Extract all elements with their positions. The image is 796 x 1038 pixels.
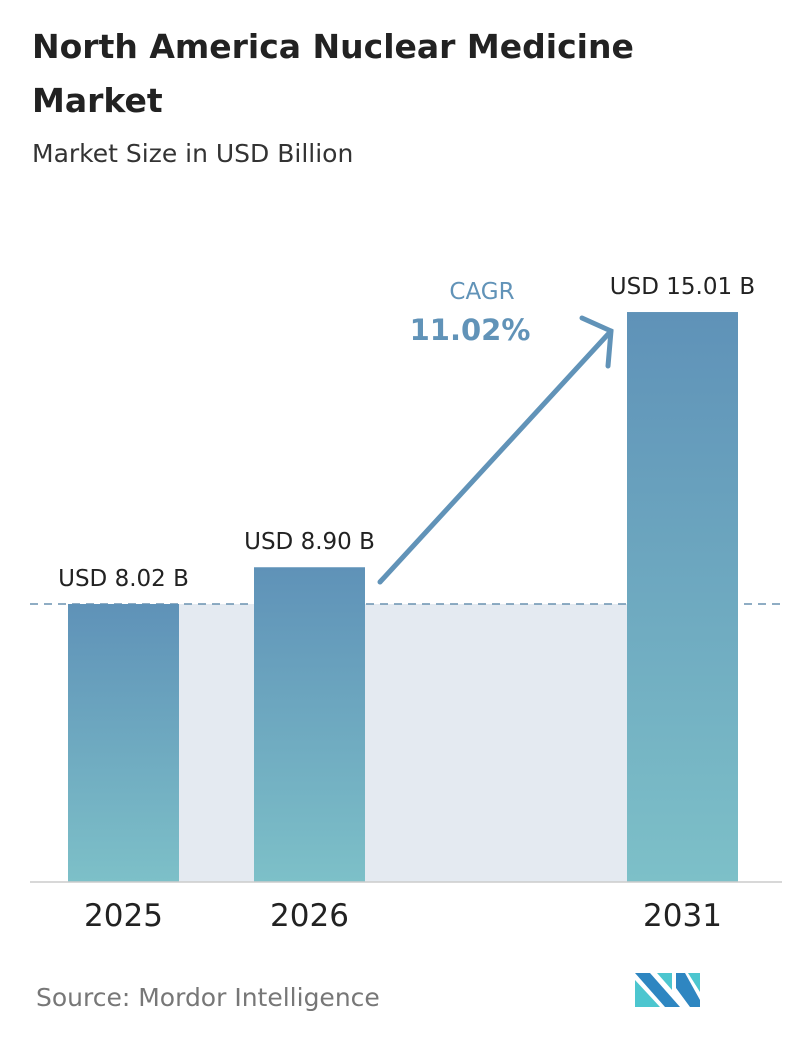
chart-subtitle: Market Size in USD Billion: [32, 139, 353, 168]
x-tick-label-2025: 2025: [84, 898, 163, 934]
cagr-value: 11.02%: [410, 313, 531, 347]
reference-band: [179, 604, 627, 882]
chart-title-line1: North America Nuclear Medicine: [32, 27, 634, 66]
x-tick-label-2031: 2031: [643, 898, 722, 934]
source-text: Source: Mordor Intelligence: [36, 983, 380, 1012]
data-label-2026: USD 8.90 B: [244, 529, 375, 555]
bar-2026: [254, 567, 365, 882]
data-label-2025: USD 8.02 B: [58, 566, 189, 592]
cagr-label: CAGR: [449, 279, 514, 305]
x-tick-label-2026: 2026: [270, 898, 349, 934]
mordor-intelligence-logo: [635, 973, 700, 1007]
bar-2031: [627, 312, 738, 882]
cagr-arrow: [377, 315, 614, 585]
data-label-2031: USD 15.01 B: [610, 274, 755, 300]
bar-2025: [68, 604, 179, 882]
chart-title-line2: Market: [32, 81, 163, 120]
